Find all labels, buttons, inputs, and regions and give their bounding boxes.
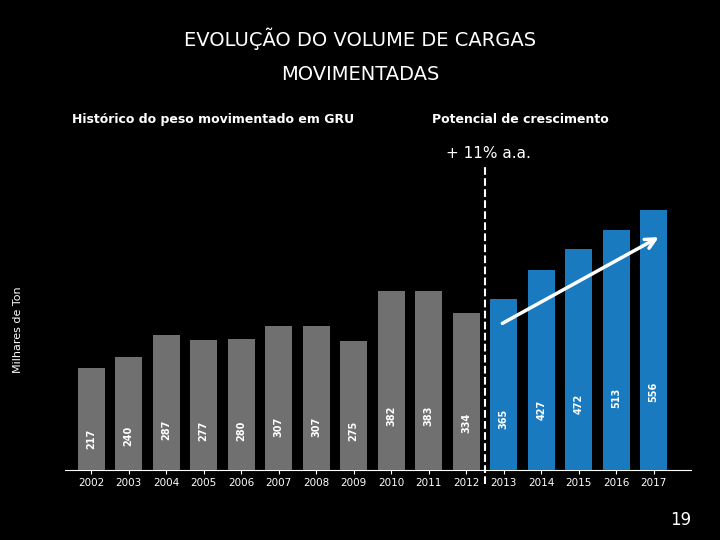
Text: 334: 334 <box>461 413 471 433</box>
Text: EVOLUÇÃO DO VOLUME DE CARGAS: EVOLUÇÃO DO VOLUME DE CARGAS <box>184 27 536 50</box>
Bar <box>490 299 517 470</box>
Bar <box>640 210 667 470</box>
Bar <box>78 368 104 470</box>
Bar <box>302 326 330 470</box>
Bar <box>453 314 480 470</box>
Text: 513: 513 <box>611 388 621 408</box>
Text: 382: 382 <box>386 406 396 427</box>
Bar <box>603 230 630 470</box>
Text: 307: 307 <box>274 416 284 437</box>
Text: 427: 427 <box>536 400 546 420</box>
Text: Milhares de Ton: Milhares de Ton <box>13 286 23 373</box>
Bar <box>265 326 292 470</box>
Text: 472: 472 <box>574 394 584 414</box>
Text: Histórico do peso movimentado em GRU: Histórico do peso movimentado em GRU <box>72 113 354 126</box>
Text: MOVIMENTADAS: MOVIMENTADAS <box>281 65 439 84</box>
Text: 556: 556 <box>649 382 659 402</box>
Bar <box>415 291 442 470</box>
Bar <box>340 341 367 470</box>
Text: 365: 365 <box>499 408 508 429</box>
Text: 277: 277 <box>199 421 209 441</box>
Text: 19: 19 <box>670 511 691 529</box>
Text: + 11% a.a.: + 11% a.a. <box>446 146 531 161</box>
Bar <box>565 249 592 470</box>
Text: Potencial de crescimento: Potencial de crescimento <box>432 113 608 126</box>
Bar <box>115 357 142 470</box>
Text: 383: 383 <box>423 406 433 426</box>
Bar <box>377 291 405 470</box>
Bar <box>190 340 217 470</box>
Text: 307: 307 <box>311 416 321 437</box>
Bar <box>228 339 255 470</box>
Text: 217: 217 <box>86 429 96 449</box>
Text: 275: 275 <box>348 421 359 441</box>
Text: 287: 287 <box>161 420 171 440</box>
Bar <box>153 335 179 470</box>
Text: 240: 240 <box>124 426 134 446</box>
Bar <box>528 270 554 470</box>
Text: 280: 280 <box>236 420 246 441</box>
